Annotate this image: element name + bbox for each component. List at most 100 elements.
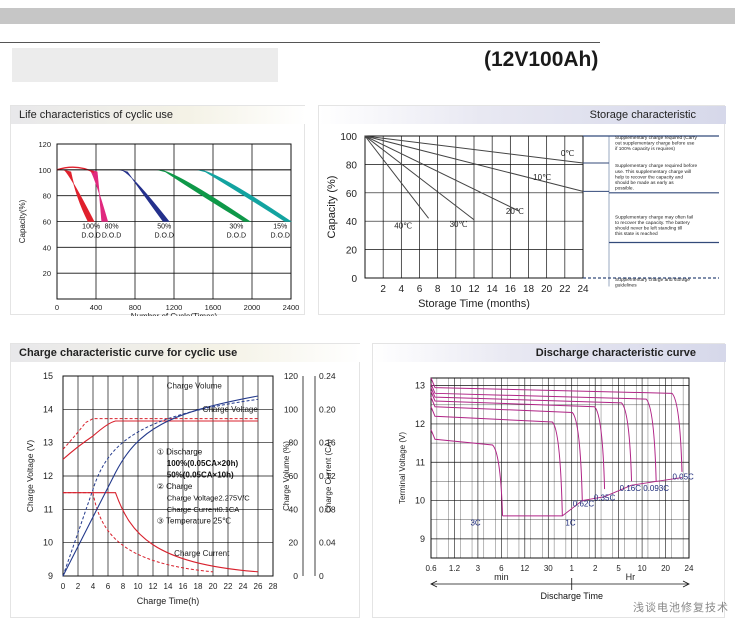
discharge-end-line bbox=[502, 477, 683, 517]
charge-series-label: Charge Current bbox=[174, 549, 230, 558]
life-ytick: 60 bbox=[43, 218, 51, 227]
charge-ytick: 11 bbox=[44, 504, 53, 514]
charge-xtick: 4 bbox=[91, 582, 96, 591]
discharge-unit-hr: Hr bbox=[626, 572, 636, 582]
charge-y3tick: 0 bbox=[319, 571, 324, 581]
discharge-xtick: 5 bbox=[616, 564, 621, 573]
charge-y2tick: 20 bbox=[289, 538, 299, 548]
discharge-ylabel: Terminal Voltage (V) bbox=[398, 432, 407, 504]
storage-ytick: 100 bbox=[340, 132, 357, 143]
discharge-title: Discharge characteristic curve bbox=[373, 344, 726, 362]
life-dod-label: D.O.D bbox=[81, 233, 100, 240]
life-dod-label: D.O.D bbox=[227, 233, 246, 240]
charge-xtick: 2 bbox=[76, 582, 81, 591]
storage-series-label: 20℃ bbox=[506, 207, 524, 216]
charge-ytick: 15 bbox=[43, 371, 53, 381]
charge-y3tick: 0.16 bbox=[319, 438, 336, 448]
charge-ylabel: Charge Voltage (V) bbox=[25, 440, 35, 512]
discharge-rate-label: 3C bbox=[470, 518, 480, 527]
discharge-ytick: 9 bbox=[420, 534, 425, 544]
discharge-curve bbox=[430, 391, 606, 490]
discharge-rate-label: 0.35C bbox=[594, 494, 616, 503]
life-series-band bbox=[157, 169, 252, 222]
charge-y2tick: 100 bbox=[284, 404, 298, 414]
life-dod-pct: 30% bbox=[229, 224, 243, 231]
charge-xtick: 18 bbox=[194, 582, 203, 591]
discharge-curve bbox=[430, 383, 657, 482]
storage-note: Supplementary charge and storage guidelin… bbox=[615, 277, 690, 289]
storage-ytick: 80 bbox=[346, 160, 358, 171]
discharge-arrow-left bbox=[430, 580, 438, 588]
storage-xtick: 16 bbox=[505, 284, 517, 295]
charge-legend-line: Charge Voltage2.275V/C bbox=[167, 493, 251, 502]
storage-series-line bbox=[364, 135, 475, 221]
life-ytick: 20 bbox=[43, 269, 51, 278]
charge-y3tick: 0.12 bbox=[319, 471, 336, 481]
charge-xtick: 8 bbox=[121, 582, 126, 591]
discharge-ytick: 10 bbox=[415, 496, 425, 506]
charge-y2tick: 80 bbox=[289, 438, 299, 448]
life-xtick: 0 bbox=[55, 303, 59, 312]
charge-xtick: 24 bbox=[239, 582, 248, 591]
discharge-xtick: 24 bbox=[685, 564, 694, 573]
storage-ytick: 60 bbox=[346, 189, 358, 200]
charge-xtick: 16 bbox=[179, 582, 188, 591]
charge-ytick: 12 bbox=[43, 471, 53, 481]
discharge-arrow-right bbox=[682, 580, 690, 588]
storage-xtick: 24 bbox=[577, 284, 589, 295]
storage-xtick: 10 bbox=[450, 284, 462, 295]
discharge-curve bbox=[430, 377, 683, 472]
storage-series-label: 40℃ bbox=[394, 221, 412, 230]
storage-xtick: 22 bbox=[559, 284, 571, 295]
charge-xtick: 26 bbox=[254, 582, 263, 591]
charge-y3tick: 0.24 bbox=[319, 371, 336, 381]
storage-title: Storage characteristic bbox=[319, 106, 726, 124]
charge-volume-line bbox=[62, 395, 259, 577]
storage-ytick: 20 bbox=[346, 246, 358, 257]
charge-xtick: 6 bbox=[106, 582, 111, 591]
discharge-rate-label: 0.05C bbox=[672, 472, 694, 481]
storage-ylabel: Capacity (%) bbox=[326, 176, 338, 239]
discharge-xtick: 12 bbox=[520, 564, 529, 573]
charge-y2tick: 0 bbox=[293, 571, 298, 581]
discharge-ytick: 13 bbox=[415, 381, 425, 391]
life-dod-label: D.O.D bbox=[271, 233, 290, 240]
discharge-rate-label: 0.093C bbox=[643, 484, 669, 493]
header-rule bbox=[0, 42, 600, 43]
discharge-ytick: 11 bbox=[416, 457, 425, 467]
discharge-curve bbox=[430, 387, 633, 482]
discharge-xtick: 1 bbox=[570, 564, 575, 573]
charge-y2tick: 60 bbox=[289, 471, 299, 481]
life-xtick: 2000 bbox=[244, 303, 261, 312]
discharge-xlabel: Discharge Time bbox=[540, 591, 603, 601]
storage-xtick: 20 bbox=[541, 284, 553, 295]
life-series-band bbox=[62, 169, 95, 222]
charge-legend-line: ② Charge bbox=[157, 482, 193, 491]
storage-series-line bbox=[364, 135, 429, 219]
storage-series-label: 0℃ bbox=[561, 149, 574, 158]
charge-xtick: 12 bbox=[149, 582, 158, 591]
discharge-unit-min: min bbox=[494, 572, 509, 582]
life-ylabel: Capacity(%) bbox=[18, 199, 27, 243]
charge-title: Charge characteristic curve for cyclic u… bbox=[11, 344, 361, 362]
storage-xtick: 14 bbox=[487, 284, 499, 295]
life-dod-pct: 15% bbox=[273, 224, 287, 231]
life-dod-pct: 50% bbox=[157, 224, 171, 231]
watermark: 浅谈电池修复技术 bbox=[633, 602, 729, 614]
charge-ytick: 13 bbox=[43, 438, 53, 448]
storage-xlabel: Storage Time (months) bbox=[418, 298, 530, 310]
discharge-panel: Discharge characteristic curve 9 10 11 12 13… bbox=[372, 343, 726, 618]
storage-note: Supplementary charge required before use.… bbox=[615, 163, 697, 191]
discharge-xtick: 3 bbox=[476, 564, 481, 573]
charge-y3tick: 0.20 bbox=[319, 404, 336, 414]
charge-series-label: Charge Volume bbox=[167, 382, 223, 391]
charge-ylabel3: Charge Current (CA) bbox=[324, 439, 333, 513]
charge-series-label: Charge Voltage bbox=[203, 405, 259, 414]
storage-series-line bbox=[364, 135, 584, 164]
discharge-ytick: 12 bbox=[415, 419, 425, 429]
storage-note: Supplementary charge required (Carry out … bbox=[615, 135, 697, 152]
life-xlabel: Number of Cycle(Times) bbox=[131, 312, 218, 316]
life-dod-pct: 100% bbox=[82, 224, 100, 231]
model-title: (12V100Ah) bbox=[484, 48, 599, 71]
